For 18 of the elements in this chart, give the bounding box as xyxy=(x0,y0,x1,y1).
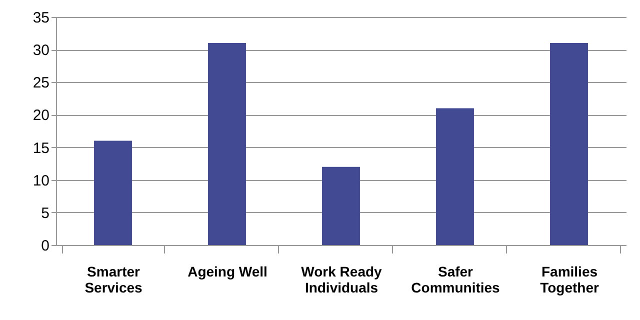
y-tick-label: 10 xyxy=(32,172,50,190)
x-tick-label: Ageing Well xyxy=(188,264,268,280)
bar xyxy=(322,166,360,245)
y-tick-label: 5 xyxy=(41,204,50,222)
bar xyxy=(94,140,132,245)
x-tick-label: Safer Communities xyxy=(411,264,500,296)
bar xyxy=(550,43,588,245)
bar xyxy=(436,108,474,245)
x-tick-label: Smarter Services xyxy=(84,264,143,296)
x-tick-label: Families Together xyxy=(540,264,600,296)
x-tick-label: Work Ready Individuals xyxy=(301,264,382,296)
y-tick-label: 15 xyxy=(32,140,50,157)
y-tick-label: 35 xyxy=(32,10,50,26)
y-tick-label: 25 xyxy=(32,74,50,92)
bar xyxy=(208,43,246,245)
y-tick-label: 30 xyxy=(32,42,50,60)
y-tick-label: 20 xyxy=(32,107,50,124)
y-tick-label: 0 xyxy=(41,238,50,254)
